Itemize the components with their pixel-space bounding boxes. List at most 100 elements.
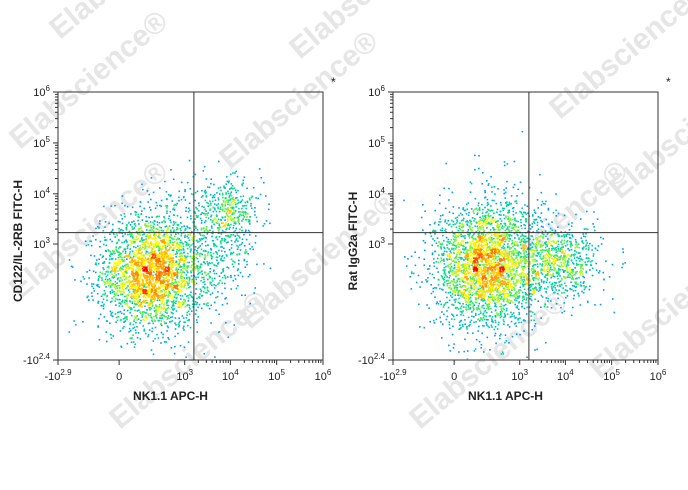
event-dot [142,301,144,304]
event-dot [70,265,73,268]
event-dot [170,253,172,255]
event-dot [139,249,141,251]
event-dot [209,229,211,232]
event-dot [167,226,169,228]
event-dot [186,270,188,272]
event-dot [547,238,549,240]
event-dot [529,243,532,245]
event-dot [232,200,235,202]
event-dot [443,271,446,274]
event-dot [164,253,166,255]
event-dot [232,220,234,222]
event-dot [611,263,614,266]
event-dot [245,251,248,253]
event-dot [166,245,169,248]
event-dot [174,291,176,293]
event-dot [518,238,520,241]
event-dot [172,248,175,250]
event-dot [160,331,163,334]
event-dot [148,276,151,278]
event-dot [167,243,170,246]
event-dot [582,282,585,284]
event-dot [173,204,175,207]
event-dot [157,287,159,290]
event-dot [158,279,160,282]
event-dot [158,309,161,312]
event-dot [483,315,485,317]
event-dot [432,290,434,293]
event-dot [239,228,241,231]
event-dot [230,187,232,190]
event-dot [167,284,169,287]
event-dot [123,321,125,323]
event-dot [444,273,447,275]
event-dot [181,304,184,306]
event-dot [575,286,578,288]
event-dot [195,319,198,321]
event-dot [150,237,153,240]
event-dot [151,298,153,301]
event-dot [465,258,467,260]
event-dot [134,211,136,213]
event-dot [117,290,119,292]
event-dot [232,227,235,229]
event-dot [463,258,465,261]
event-dot [566,276,569,279]
event-dot [544,303,547,305]
event-dot [547,250,549,253]
event-dot [198,268,200,270]
event-dot [95,271,97,274]
event-dot [104,283,106,286]
event-dot [506,163,509,165]
event-dot [136,319,138,321]
event-dot [524,204,526,206]
event-dot [146,258,149,261]
event-dot [127,281,129,283]
event-dot [168,242,170,244]
event-dot [130,266,132,269]
event-dot [504,315,506,318]
event-dot [153,220,156,222]
event-dot [189,234,191,236]
event-dot [105,331,108,333]
event-dot [469,191,472,193]
event-dot [139,322,141,324]
event-dot [108,222,110,225]
event-dot [177,288,179,290]
event-dot [417,274,420,277]
event-dot [122,268,124,271]
event-dot [490,324,493,327]
event-dot [183,299,186,301]
event-dot [175,238,178,241]
event-dot [102,298,105,301]
event-dot [126,224,128,226]
event-dot [149,314,151,317]
event-dot [436,267,438,270]
event-dot [244,218,247,221]
event-dot [151,249,153,252]
event-dot [523,307,526,310]
event-dot [165,288,168,291]
event-dot [503,164,506,167]
event-dot [531,235,534,237]
event-dot [199,239,202,242]
event-dot [486,198,489,201]
event-dot [453,287,456,290]
event-dot [154,297,156,300]
event-dot [168,317,170,320]
event-dot [461,257,463,260]
event-dot [82,276,84,278]
plot-panel-2: -102.9 0 103 104 105 106-102.4103104105106NK1… [346,75,671,403]
event-dot [97,278,100,280]
event-dot [144,223,146,225]
event-dot [423,264,426,267]
event-dot [225,322,227,324]
event-dot [116,319,119,322]
event-dot [171,288,173,290]
event-dot [169,264,172,267]
event-dot [525,256,528,258]
event-dot [129,243,132,246]
event-dot [584,286,587,289]
event-dot [139,338,142,340]
event-dot [223,225,226,227]
